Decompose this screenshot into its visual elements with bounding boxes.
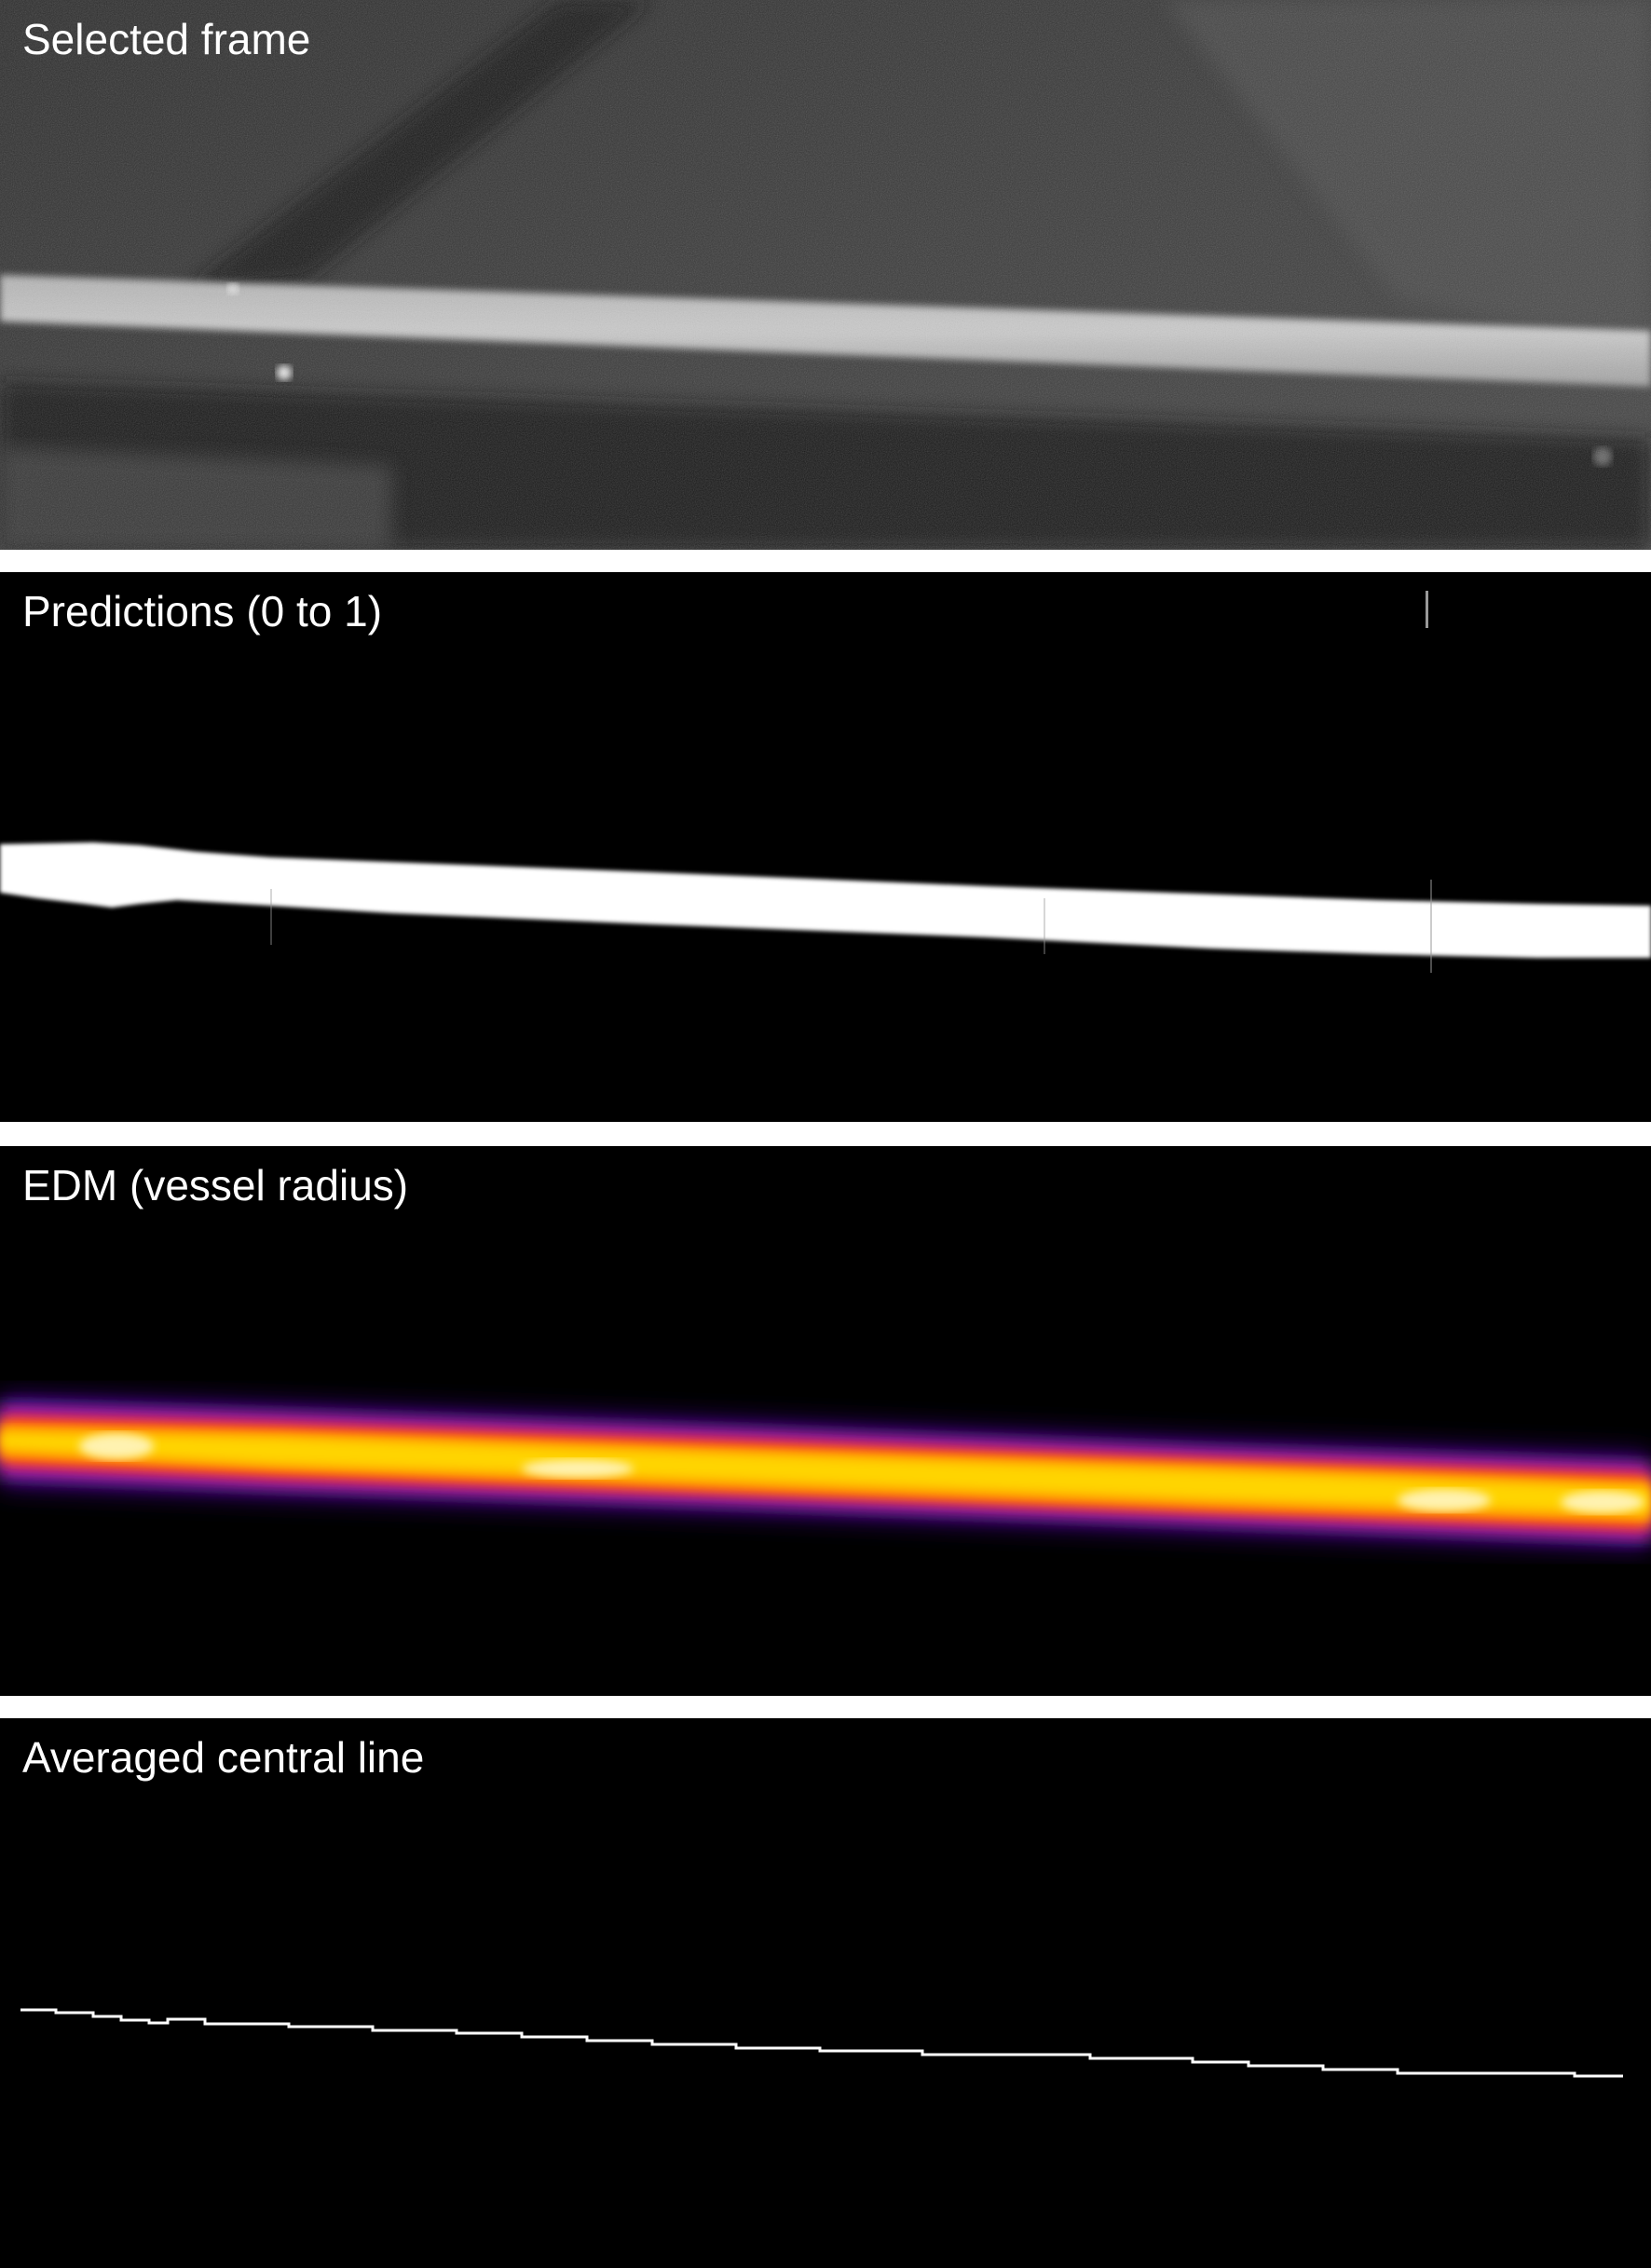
panel-title-central-line: Averaged central line — [22, 1733, 425, 1782]
mask-artifact — [270, 889, 272, 945]
mask-artifact — [1044, 898, 1045, 954]
vessel-mask — [0, 842, 1651, 958]
edm-panel: EDM (vessel radius) — [0, 1146, 1651, 1696]
edm-heatmap — [0, 1396, 1651, 1549]
selected-frame-image — [0, 0, 1651, 550]
predictions-panel: Predictions (0 to 1) — [0, 572, 1651, 1122]
central-line-image — [0, 1718, 1651, 2268]
panel-title-edm: EDM (vessel radius) — [22, 1161, 409, 1209]
panel-title-selected-frame: Selected frame — [22, 15, 311, 63]
edm-image — [0, 1146, 1651, 1696]
mask-artifact — [1430, 880, 1432, 973]
panel-title-predictions: Predictions (0 to 1) — [22, 587, 383, 635]
central-line-panel: Averaged central line — [0, 1718, 1651, 2268]
predictions-image — [0, 572, 1651, 1122]
central-line — [20, 2008, 1623, 2078]
mask-artifact — [1426, 591, 1428, 628]
texture-noise — [0, 0, 1651, 550]
selected-frame-panel: Selected frame — [0, 0, 1651, 550]
